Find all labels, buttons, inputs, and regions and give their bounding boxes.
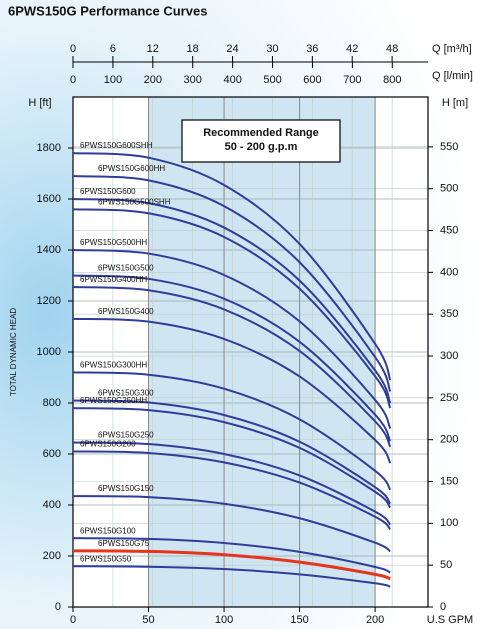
y2-tick-label: 250 [440,392,458,404]
y2-axis-title: H [m] [442,97,468,109]
curve [72,175,392,392]
curve [72,495,391,553]
annotation-text: 50 - 200 g.p.m [225,141,298,153]
y2-tick-label: 550 [440,141,458,153]
curve [72,565,391,588]
plot-frame [72,96,429,608]
x-tick-label: 200 [366,614,384,626]
top-axis-title: Q [m³/h] [432,43,472,55]
curve [72,285,392,448]
y2-tick-label: 450 [440,224,458,236]
x-tick-label: 150 [290,614,308,626]
curve-label: 6PWS150G500HH [80,238,147,247]
curve-label: 6PWS150G600SHH [80,141,153,150]
top-tick-label: 600 [303,74,321,86]
y-tick-label: 800 [43,397,61,409]
top-tick-label: 400 [223,74,241,86]
curve [72,208,392,409]
curve [72,371,392,491]
top-tick-label: 0 [70,43,76,55]
top-tick-label: 500 [263,74,281,86]
top-axis-title: Q [l/min] [432,70,473,82]
y2-tick-label: 200 [440,434,458,446]
annotation-box [181,119,341,163]
y-tick-label: 1600 [37,193,61,205]
curve-label: 6PWS150G75 [98,539,150,548]
curve-label: 6PWS150G100 [80,526,136,535]
y2-tick-label: 0 [440,601,446,613]
top-tick-label: 42 [346,43,358,55]
top-tick-label: 200 [144,74,162,86]
annotation-text: Recommended Range [203,127,319,139]
top-tick-label: 48 [386,43,398,55]
y-tick-label: 1000 [37,346,61,358]
y2-tick-label: 400 [440,266,458,278]
curve-label: 6PWS150G50 [80,554,132,563]
curve [72,549,391,581]
curve [72,450,391,530]
top-tick-label: 700 [343,74,361,86]
curve [72,537,391,574]
y-tick-label: 400 [43,499,61,511]
y2-tick-label: 150 [440,475,458,487]
curve-label: 6PWS150G300 [98,389,154,398]
curve [72,249,392,429]
top-tick-label: 24 [226,43,238,55]
curve-label: 6PWS150G600HH [98,164,165,173]
y-tick-label: 1200 [37,295,61,307]
top-tick-label: 36 [306,43,318,55]
curve-label: 6PWS150G400HH [80,275,147,284]
top-tick-label: 12 [147,43,159,55]
curve [72,152,392,381]
curve-label: 6PWS150G400 [98,307,154,316]
curve-label: 6PWS150G600 [80,187,136,196]
y-axis-title: H [ft] [28,97,51,109]
top-tick-label: 800 [383,74,401,86]
y-tick-label: 200 [43,550,61,562]
curve-label: 6PWS150G200 [80,440,136,449]
curve [72,198,392,404]
x-axis-title: U.S GPM [427,614,473,626]
y-tick-label: 0 [55,601,61,613]
curve-label: 6PWS150G150 [98,484,154,493]
x-tick-label: 50 [142,614,154,626]
top-tick-label: 0 [70,74,76,86]
top-tick-label: 100 [104,74,122,86]
top-tick-label: 300 [184,74,202,86]
curve-label: 6PWS150G250 [98,431,154,440]
curve-label: 6PWS150G500 [98,264,154,273]
top-tick-label: 6 [110,43,116,55]
curve-label: 6PWS150G250HH [80,396,147,405]
x-tick-label: 100 [215,614,233,626]
x-tick-label: 0 [70,614,76,626]
y2-tick-label: 300 [440,350,458,362]
y2-tick-label: 100 [440,517,458,529]
y-tick-label: 1800 [37,142,61,154]
curve [72,441,391,526]
y-axis-label: TOTAL DYNAMIC HEAD [9,308,18,397]
y-tick-label: 1400 [37,244,61,256]
y2-tick-label: 500 [440,183,458,195]
curve-label: 6PWS150G300HH [80,361,147,370]
curve-label: 6PWS150G500SHH [98,197,171,206]
chart-title: 6PWS150G Performance Curves [8,3,207,18]
y2-tick-label: 350 [440,308,458,320]
y2-tick-label: 50 [440,559,452,571]
curve [72,399,392,505]
top-tick-label: 30 [266,43,278,55]
curve [72,317,392,464]
curve [72,274,392,442]
curve [72,407,392,509]
y-tick-label: 600 [43,448,61,460]
top-tick-label: 18 [187,43,199,55]
